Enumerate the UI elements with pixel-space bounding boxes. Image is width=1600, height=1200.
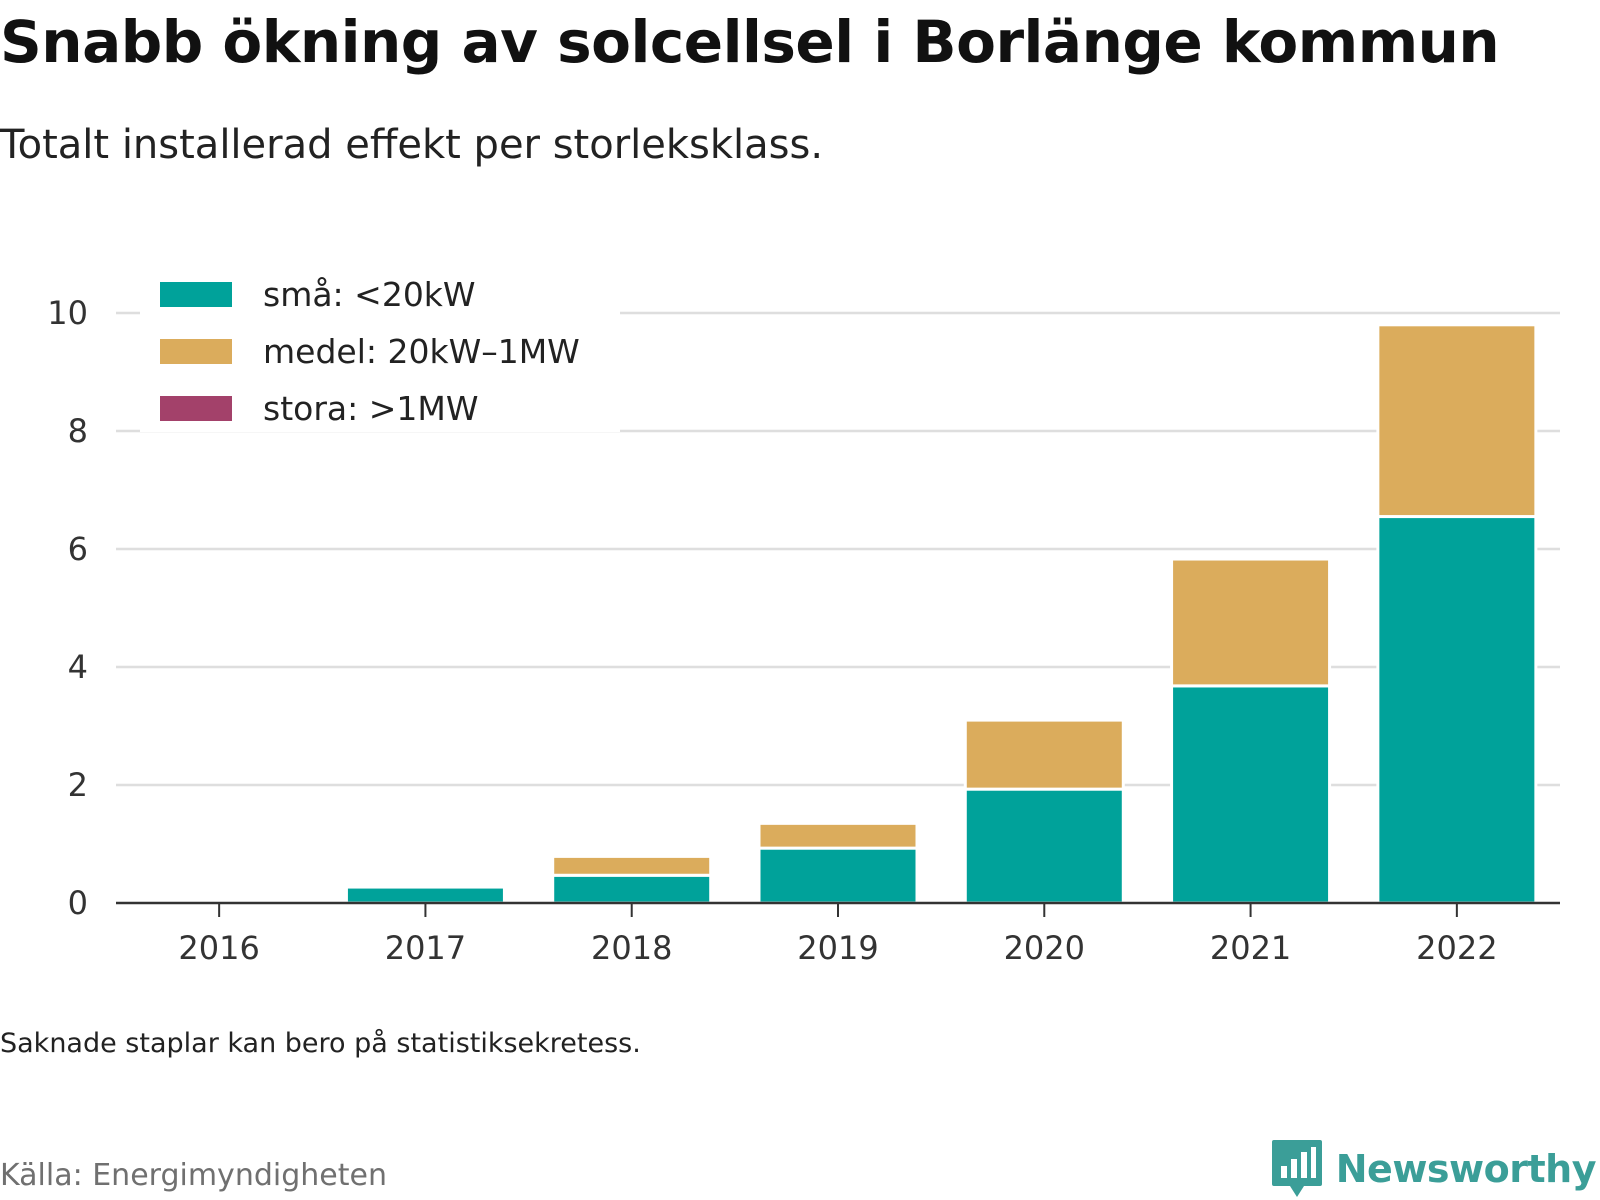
bar-segment bbox=[1376, 323, 1538, 519]
y-tick-label: 10 bbox=[47, 294, 88, 332]
legend-label: medel: 20kW–1MW bbox=[263, 332, 580, 371]
bar-segment bbox=[757, 821, 919, 850]
bar-segment bbox=[344, 885, 506, 905]
y-tick-label: 6 bbox=[68, 530, 88, 568]
legend-swatch bbox=[160, 339, 232, 364]
legend-label: stora: >1MW bbox=[263, 389, 478, 428]
x-tick-label: 2016 bbox=[178, 929, 259, 967]
bar-segment bbox=[963, 718, 1125, 791]
x-tick-label: 2022 bbox=[1416, 929, 1497, 967]
y-tick-label: 8 bbox=[68, 412, 88, 450]
bar-segment bbox=[551, 854, 713, 877]
bar-chart-speech-bubble-icon bbox=[1271, 1140, 1322, 1197]
brand-name: Newsworthy bbox=[1335, 1147, 1597, 1191]
bar-segment bbox=[1170, 557, 1332, 688]
y-tick-label: 4 bbox=[68, 648, 88, 686]
y-tick-label: 0 bbox=[68, 884, 88, 922]
x-tick-label: 2019 bbox=[797, 929, 878, 967]
source-text: Källa: Energimyndigheten bbox=[0, 1158, 387, 1193]
newsworthy-brand: Newsworthy bbox=[1271, 1140, 1597, 1198]
legend-swatch bbox=[160, 396, 232, 421]
x-tick-label: 2020 bbox=[1004, 929, 1085, 967]
legend-swatch bbox=[160, 282, 232, 307]
bar-segment bbox=[551, 873, 713, 905]
y-tick-label: 2 bbox=[68, 766, 88, 804]
chart-title: Snabb ökning av solcellsel i Borlänge ko… bbox=[0, 8, 1500, 76]
x-tick-label: 2018 bbox=[591, 929, 672, 967]
legend: små: <20kW medel: 20kW–1MW stora: >1MW bbox=[140, 262, 620, 432]
axes: 0 2 4 6 8 10 2016 2017 2018 2019 2020 2021 2022 bbox=[47, 294, 1560, 967]
bars bbox=[344, 323, 1538, 905]
footnote: Saknade staplar kan bero på statistiksek… bbox=[0, 1028, 641, 1059]
bar-segment bbox=[1376, 515, 1538, 905]
x-tick-label: 2017 bbox=[385, 929, 466, 967]
x-tick-label: 2021 bbox=[1210, 929, 1291, 967]
bar-segment bbox=[1170, 684, 1332, 905]
bar-segment bbox=[963, 787, 1125, 905]
chart-subtitle: Totalt installerad effekt per storlekskl… bbox=[0, 122, 824, 168]
legend-label: små: <20kW bbox=[263, 275, 476, 314]
bar-segment bbox=[757, 846, 919, 905]
